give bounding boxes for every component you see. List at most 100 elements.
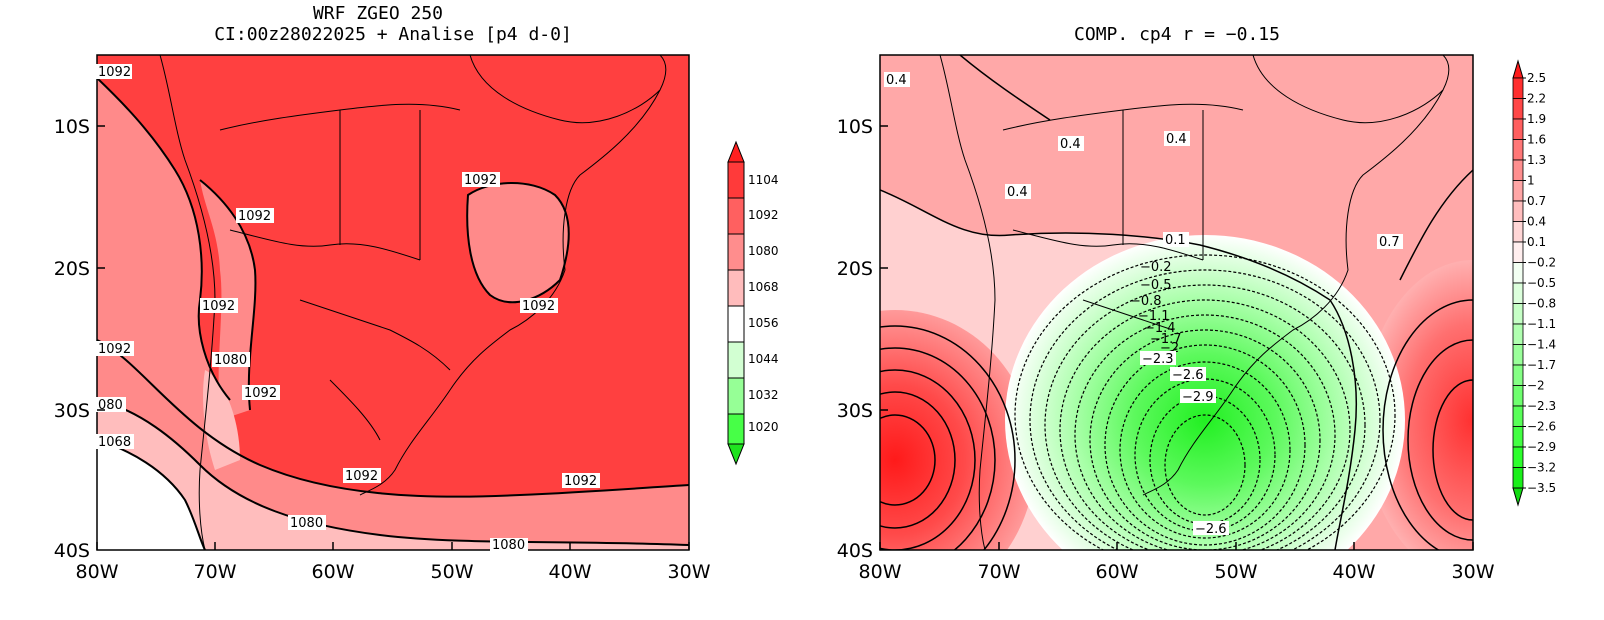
colorbar-label: −2.3 (1527, 399, 1556, 413)
lon-tick: 70W (978, 561, 1021, 583)
left-axis-ticks (96, 125, 690, 550)
left-colorbar: 1104 1092 1080 1068 1056 1044 1032 1020 (727, 140, 779, 466)
lon-tick: 50W (431, 561, 474, 583)
contour-label: 0.7 (1379, 235, 1400, 250)
colorbar-label: −1.4 (1527, 338, 1556, 352)
contour-label: −0.8 (1130, 294, 1162, 309)
colorbar-swatch (1512, 405, 1524, 427)
contour-label: 1092 (244, 386, 277, 401)
colorbar-label: −2 (1527, 379, 1545, 393)
colorbar-label: −1.7 (1527, 358, 1556, 372)
colorbar-label: −3.2 (1527, 461, 1556, 475)
lat-tick: 30S (837, 400, 873, 422)
colorbar-swatch (1512, 200, 1524, 222)
colorbar-label: −0.2 (1527, 256, 1556, 270)
left-contour-labels: 1092 1092 1092 1092 1092 1092 1080 1092 … (96, 64, 600, 553)
colorbar-swatch (1512, 282, 1524, 304)
colorbar-swatch (1512, 364, 1524, 386)
lat-tick: 40S (837, 540, 873, 562)
contour-label: 1092 (98, 65, 131, 80)
colorbar-swatch (1512, 303, 1524, 325)
colorbar-label: 1.3 (1527, 153, 1546, 167)
contour-label: −0.2 (1140, 260, 1172, 275)
colorbar-swatch (1512, 446, 1524, 468)
colorbar-swatch (1512, 241, 1524, 263)
colorbar-label: 1104 (748, 173, 779, 187)
colorbar-label: −0.8 (1527, 297, 1556, 311)
colorbar-label: 0.7 (1527, 194, 1546, 208)
contour-label: −2.3 (1142, 352, 1174, 367)
contour-label: 1092 (238, 209, 271, 224)
colorbar-label: 1092 (748, 208, 779, 222)
colorbar-label: 0.1 (1527, 235, 1546, 249)
colorbar-swatch (1512, 98, 1524, 120)
contour-label: 1068 (98, 435, 131, 450)
colorbar-label: 1080 (748, 244, 779, 258)
contour-label: 1080 (290, 516, 323, 531)
colorbar-swatch (1512, 118, 1524, 140)
colorbar-label: 1.6 (1527, 133, 1546, 147)
contour-label: 0.4 (1166, 132, 1187, 147)
contour-label: 0.4 (886, 73, 907, 88)
lon-tick: 30W (1452, 561, 1495, 583)
colorbar-label: −0.5 (1527, 276, 1556, 290)
colorbar-swatch (1512, 139, 1524, 161)
contour-label: 1092 (464, 173, 497, 188)
colorbar-label: −1.1 (1527, 317, 1556, 331)
contour-label: −1.4 (1144, 321, 1176, 336)
contour-label: 0.1 (1165, 233, 1186, 248)
right-colorbar: 2.5 2.2 1.9 1.6 1.3 1 0.7 0.4 0.1 −0.2 −0.5 −0.8 −1.… (1512, 59, 1556, 507)
contour-label: 1092 (522, 299, 555, 314)
contour-label: 1092 (345, 469, 378, 484)
lon-tick: 40W (549, 561, 592, 583)
lon-tick: 40W (1333, 561, 1376, 583)
lat-tick: 20S (837, 258, 873, 280)
lon-tick: 60W (312, 561, 355, 583)
left-map-field (97, 55, 689, 550)
contour-label: −2.6 (1172, 368, 1204, 383)
contour-label: 1092 (202, 299, 235, 314)
colorbar-label: 2.2 (1527, 92, 1546, 106)
colorbar-label: −2.6 (1527, 420, 1556, 434)
lon-tick: 70W (194, 561, 237, 583)
left-title-line2: CI:00z28022025 + Analise [p4 d-0] (214, 24, 572, 45)
contour-label: −2.9 (1182, 390, 1214, 405)
lat-tick: 30S (54, 400, 90, 422)
colorbar-label: 2.5 (1527, 71, 1546, 85)
contour-label: 1092 (564, 474, 597, 489)
contour-label: 0.4 (1060, 137, 1081, 152)
lon-tick: 80W (859, 561, 902, 583)
colorbar-swatch (1512, 77, 1524, 99)
lat-tick: 40S (54, 540, 90, 562)
colorbar-arrow-bottom (1512, 487, 1524, 507)
contour-label: −0.5 (1140, 278, 1172, 293)
lon-tick: 60W (1096, 561, 1139, 583)
contour-label: 1080 (492, 538, 525, 553)
colorbar-swatch (1512, 180, 1524, 202)
colorbar-swatch (1512, 159, 1524, 181)
right-map-panel: COMP. cp4 r = −0.15 (837, 24, 1556, 583)
colorbar-label: 1 (1527, 174, 1535, 188)
colorbar-label: 0.4 (1527, 215, 1546, 229)
colorbar-label: −2.9 (1527, 440, 1556, 454)
colorbar-label: 1020 (748, 420, 779, 434)
colorbar-label: 1044 (748, 352, 779, 366)
colorbar-label: −3.5 (1527, 481, 1556, 495)
contour-label: 0.4 (1007, 185, 1028, 200)
colorbar-swatch (1512, 221, 1524, 243)
lon-tick: 30W (668, 561, 711, 583)
colorbar-label: 1.9 (1527, 112, 1546, 126)
left-title-line1: WRF ZGEO 250 (313, 3, 443, 24)
colorbar-label: 1068 (748, 280, 779, 294)
right-contour-labels: 0.4 0.4 0.4 0.4 0.7 0.1 −0.2 −0.5 −0.8 −… (884, 72, 1403, 537)
contour-label: 1092 (98, 342, 131, 357)
contour-label: −1.7 (1150, 332, 1182, 347)
colorbar-swatch (1512, 467, 1524, 489)
contour-label: −2.6 (1195, 522, 1227, 537)
colorbar-swatch (1512, 426, 1524, 448)
contour-label: −1.1 (1138, 309, 1170, 324)
colorbar-swatch (1512, 262, 1524, 284)
lon-tick: 50W (1215, 561, 1258, 583)
colorbar-label: 1032 (748, 388, 779, 402)
right-axis-ticks (879, 125, 1474, 550)
